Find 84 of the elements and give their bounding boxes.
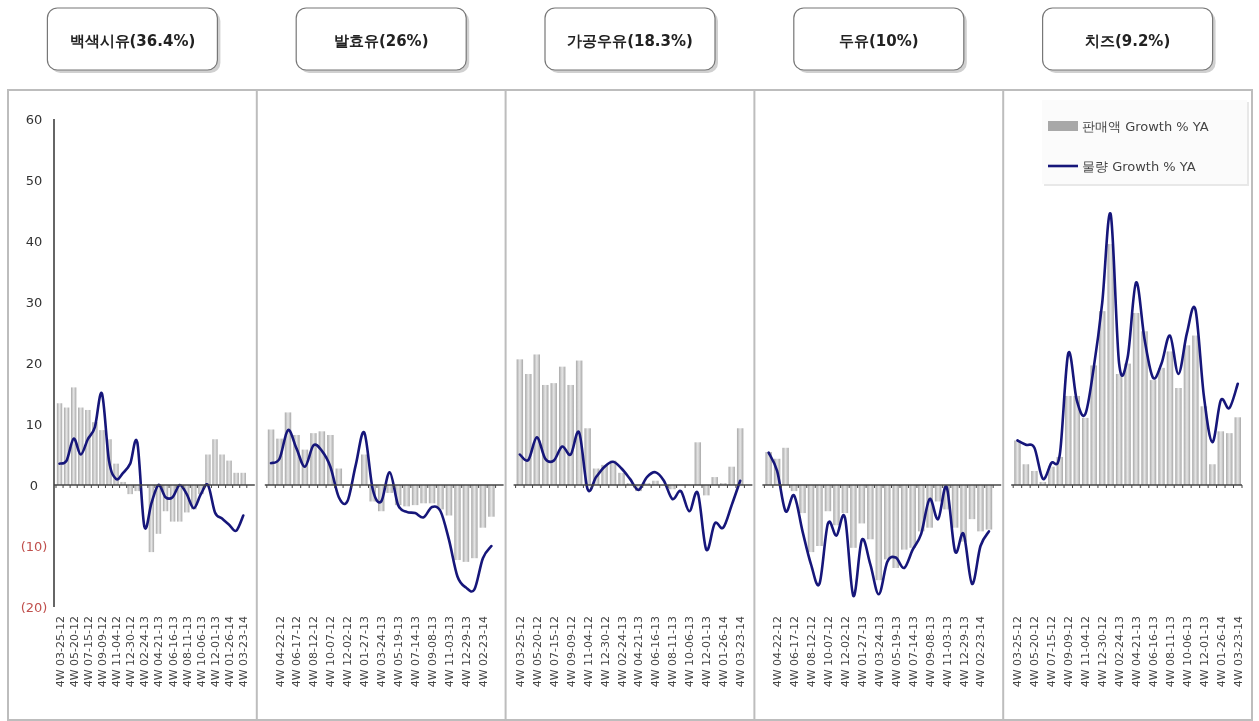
- x-tick-label: 4W 05-19-13: [392, 616, 406, 688]
- x-tick-label: 4W 08-12-12: [805, 616, 819, 688]
- x-tick-label: 4W 06-16-13: [1147, 616, 1161, 688]
- x-tick-label: 4W 11-04-12: [581, 616, 595, 688]
- x-tick-label: 4W 12-01-13: [209, 616, 222, 688]
- x-tick-label: 4W 02-24-13: [1113, 616, 1127, 688]
- x-tick-label: 4W 12-29-13: [459, 616, 473, 688]
- chart-title: 백색시유(36.4%): [69, 32, 196, 50]
- x-tick-label: 4W 12-02-12: [341, 616, 355, 688]
- x-tick-label: 4W 06-16-13: [649, 616, 663, 688]
- x-tick-label: 4W 08-11-13: [666, 616, 680, 688]
- x-tick-label: 4W 09-08-13: [426, 616, 440, 688]
- chart-title: 치즈(9.2%): [1084, 32, 1171, 50]
- x-tick-label: 4W 07-14-13: [906, 616, 920, 688]
- x-tick-label: 4W 07-14-13: [409, 616, 423, 688]
- x-tick-label: 4W 05-20-12: [67, 616, 81, 688]
- x-tick-label: 4W 01-26-14: [1214, 616, 1228, 688]
- x-tick-label: 4W 05-20-12: [1028, 616, 1042, 688]
- y-tick-label: 60: [25, 112, 43, 127]
- x-tick-label: 4W 09-09-12: [95, 616, 109, 688]
- x-tick-label: 4W 08-12-12: [307, 616, 321, 688]
- x-tick-label: 4W 12-30-12: [124, 616, 138, 688]
- x-tick-label: 4W 03-23-14: [734, 616, 748, 688]
- x-tick-label: 4W 04-21-13: [632, 616, 646, 688]
- y-tick-label: 30: [25, 295, 43, 310]
- x-tick-label: 4W 04-22-12: [273, 616, 287, 688]
- x-tick-label: 4W 03-24-13: [872, 616, 886, 688]
- x-tick-label: 4W 10-07-12: [324, 616, 338, 688]
- x-tick-label: 4W 06-16-13: [166, 616, 180, 688]
- x-tick-label: 4W 04-21-13: [152, 616, 166, 688]
- legend-label: 물량 Growth % YA: [1082, 159, 1196, 174]
- chart-title: 두유(10%): [838, 32, 919, 50]
- y-tick-label: (20): [20, 600, 48, 615]
- x-tick-label: 4W 04-22-12: [771, 616, 785, 688]
- x-tick-label: 4W 04-21-13: [1130, 616, 1144, 688]
- x-tick-label: 4W 10-06-13: [1180, 616, 1194, 688]
- x-tick-label: 4W 12-01-13: [1197, 616, 1211, 688]
- x-tick-label: 4W 12-30-12: [598, 616, 612, 688]
- x-tick-label: 4W 10-06-13: [194, 616, 208, 688]
- y-tick-label: 40: [25, 234, 43, 249]
- x-tick-label: 4W 09-08-13: [923, 616, 937, 688]
- x-tick-label: 4W 02-23-14: [974, 616, 988, 688]
- x-tick-label: 4W 03-23-14: [1231, 616, 1245, 688]
- x-tick-label: 4W 11-04-12: [1079, 616, 1093, 688]
- x-tick-label: 4W 01-26-14: [223, 616, 237, 688]
- x-tick-label: 4W 01-26-14: [717, 616, 731, 688]
- x-tick-label: 4W 07-15-12: [1045, 616, 1059, 688]
- chart-title: 발효유(26%): [333, 32, 429, 50]
- x-tick-label: 4W 05-20-12: [530, 616, 544, 688]
- x-tick-label: 4W 01-27-13: [855, 616, 869, 688]
- x-tick-label: 4W 02-23-14: [476, 616, 490, 688]
- x-tick-label: 4W 03-23-14: [237, 616, 251, 688]
- x-tick-label: 4W 03-25-12: [1011, 616, 1025, 688]
- x-tick-label: 4W 07-15-12: [547, 616, 561, 688]
- y-tick-label: 20: [25, 356, 43, 371]
- x-tick-label: 4W 12-01-13: [700, 616, 714, 688]
- x-tick-label: 4W 03-24-13: [375, 616, 389, 688]
- x-tick-label: 4W 08-11-13: [180, 616, 194, 688]
- x-tick-label: 4W 05-19-13: [889, 616, 903, 688]
- x-tick-label: 4W 03-25-12: [53, 616, 67, 688]
- legend-label: 판매액 Growth % YA: [1082, 119, 1209, 134]
- x-tick-label: 4W 08-11-13: [1163, 616, 1177, 688]
- x-tick-label: 4W 10-07-12: [821, 616, 835, 688]
- x-tick-label: 4W 07-15-12: [81, 616, 95, 688]
- x-tick-label: 4W 02-24-13: [138, 616, 152, 688]
- x-tick-label: 4W 06-17-12: [788, 616, 802, 688]
- y-tick-label: 10: [25, 417, 43, 432]
- x-tick-label: 4W 11-04-12: [110, 616, 124, 688]
- x-tick-label: 4W 03-25-12: [513, 616, 527, 688]
- x-tick-label: 4W 06-17-12: [290, 616, 304, 688]
- x-tick-label: 4W 10-06-13: [683, 616, 697, 688]
- x-tick-label: 4W 02-24-13: [615, 616, 629, 688]
- x-tick-label: 4W 09-09-12: [564, 616, 578, 688]
- y-tick-label: 0: [29, 478, 39, 493]
- x-tick-label: 4W 12-30-12: [1096, 616, 1110, 688]
- x-tick-label: 4W 12-29-13: [957, 616, 971, 688]
- x-tick-label: 4W 11-03-13: [940, 616, 954, 688]
- x-tick-label: 4W 01-27-13: [358, 616, 372, 688]
- chart-title: 가공우유(18.3%): [567, 32, 693, 50]
- y-tick-label: (10): [20, 539, 48, 554]
- x-tick-label: 4W 11-03-13: [442, 616, 456, 688]
- y-tick-label: 50: [25, 173, 43, 188]
- x-tick-label: 4W 12-02-12: [838, 616, 852, 688]
- x-tick-label: 4W 09-09-12: [1062, 616, 1076, 688]
